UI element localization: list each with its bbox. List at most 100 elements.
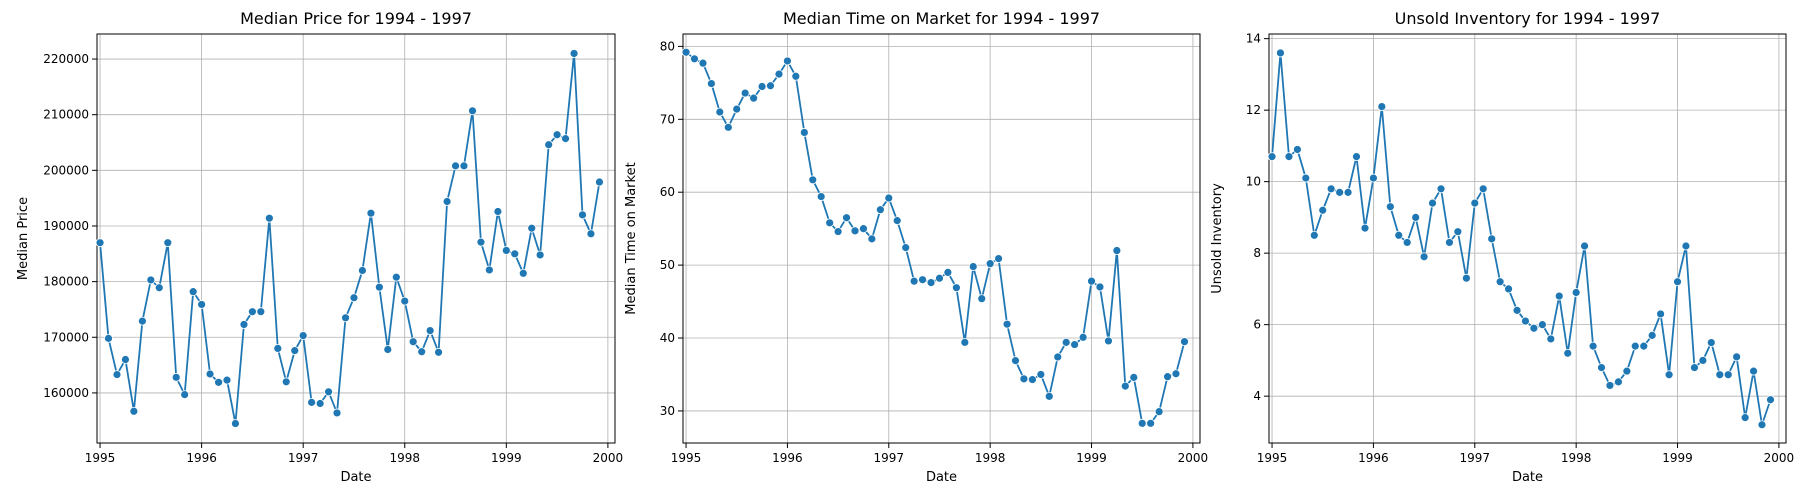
data-point — [1070, 340, 1080, 349]
data-point — [1036, 370, 1046, 379]
data-point — [909, 276, 919, 286]
axes-frame — [1268, 33, 1787, 444]
data-point — [943, 268, 953, 277]
x-tick-label: 1995 — [671, 451, 702, 465]
x-tick-label: 1999 — [1662, 451, 1693, 465]
data-point — [205, 369, 215, 379]
data-point — [816, 192, 826, 201]
chart-title: Median Time on Market for 1994 - 1997 — [783, 9, 1100, 28]
data-point — [442, 197, 452, 206]
data-point — [1732, 352, 1742, 362]
data-point — [1326, 184, 1336, 194]
data-point — [104, 333, 113, 343]
data-point — [341, 313, 350, 323]
data-point — [307, 397, 317, 407]
data-point — [188, 287, 198, 297]
data-point — [324, 387, 333, 397]
data-point — [833, 227, 843, 236]
data-point — [884, 193, 894, 203]
data-point — [417, 347, 427, 357]
x-axis-label: Date — [1512, 470, 1543, 485]
data-point — [1521, 316, 1530, 326]
data-point — [1639, 341, 1649, 351]
data-point — [859, 224, 868, 234]
data-point — [715, 107, 725, 117]
data-point — [783, 56, 792, 66]
y-tick-label: 70 — [660, 112, 675, 126]
x-tick-label: 1999 — [491, 451, 522, 465]
data-point — [850, 226, 860, 236]
data-point — [425, 326, 435, 335]
data-point — [960, 337, 970, 347]
data-point — [1087, 276, 1096, 286]
data-point — [952, 283, 961, 293]
x-tick-label: 1995 — [1257, 451, 1288, 465]
data-point — [1681, 241, 1691, 251]
data-point — [484, 265, 494, 275]
data-point — [926, 278, 936, 288]
data-point — [1267, 152, 1277, 162]
data-point — [690, 54, 699, 64]
data-point — [1335, 187, 1345, 197]
data-point — [1614, 377, 1623, 387]
data-point — [239, 320, 249, 329]
data-point — [723, 122, 733, 132]
plot-area — [683, 34, 1200, 443]
x-tick-label: 2000 — [1178, 451, 1209, 465]
data-point — [791, 71, 801, 81]
data-point — [1664, 370, 1674, 380]
data-point — [1171, 369, 1181, 379]
data-point — [518, 268, 528, 278]
data-point — [1495, 277, 1505, 287]
data-point — [808, 175, 818, 185]
y-tick-label: 200000 — [43, 163, 89, 177]
x-tick-label: 1997 — [874, 451, 905, 465]
data-point — [1352, 152, 1361, 162]
y-tick-label: 4 — [1253, 389, 1261, 403]
x-tick-label: 2000 — [593, 451, 624, 465]
data-point — [1630, 341, 1640, 351]
data-point — [273, 344, 283, 353]
data-point — [1146, 418, 1156, 428]
data-point — [935, 273, 944, 283]
data-point — [1137, 418, 1147, 428]
chart-panel-1: 1995 1996 1997 1998 1999 2000 160000 170000 1800… — [16, 9, 623, 485]
data-point — [197, 300, 207, 309]
data-point — [578, 210, 587, 220]
chart-title: Median Price for 1994 - 1997 — [240, 9, 472, 28]
data-point — [1766, 395, 1775, 405]
data-point — [1698, 356, 1708, 365]
data-point — [121, 355, 130, 364]
x-tick-label: 1996 — [186, 451, 217, 465]
data-point — [918, 275, 927, 285]
data-point — [985, 259, 995, 269]
y-tick-label: 160000 — [43, 386, 89, 400]
y-axis-label: Median Time on Market — [624, 162, 639, 314]
data-point — [1044, 391, 1054, 401]
data-point — [1428, 198, 1437, 208]
data-point — [1402, 238, 1412, 247]
data-point — [1622, 366, 1632, 376]
y-tick-label: 190000 — [43, 219, 89, 233]
y-tick-label: 80 — [660, 39, 675, 53]
data-point — [154, 283, 164, 293]
y-tick-label: 60 — [660, 185, 675, 199]
data-point — [1129, 372, 1139, 382]
data-point — [400, 296, 410, 306]
data-point — [408, 337, 418, 347]
data-point — [561, 134, 570, 144]
y-tick-label: 220000 — [43, 52, 89, 66]
data-point — [1673, 277, 1682, 287]
data-point — [510, 249, 520, 259]
data-point — [892, 216, 902, 226]
data-point — [1112, 246, 1122, 255]
data-point — [1120, 381, 1130, 391]
data-point — [366, 208, 376, 218]
data-point — [281, 377, 291, 387]
data-point — [1690, 363, 1699, 372]
series-line — [1271, 52, 1772, 426]
data-point — [1597, 363, 1606, 372]
data-point — [766, 81, 775, 91]
data-point — [1343, 187, 1353, 197]
y-tick-label: 40 — [660, 331, 675, 345]
